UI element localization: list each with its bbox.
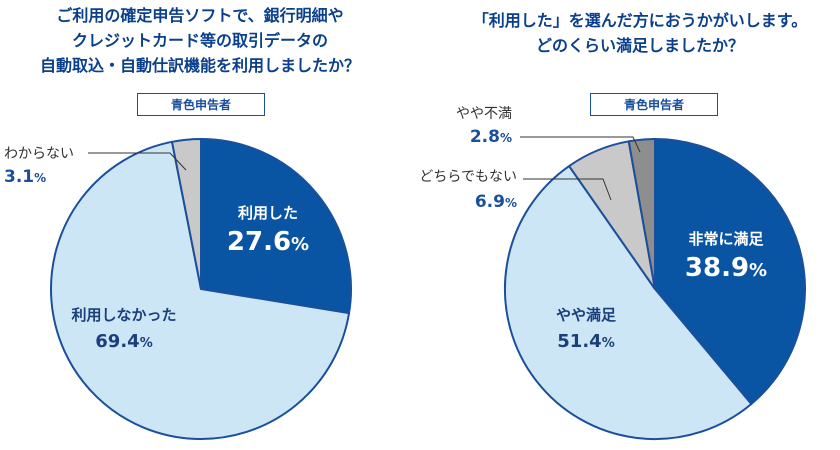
left-slice-3	[171, 138, 202, 290]
right-slice-value-1: 38.9%	[685, 253, 767, 283]
right-slice-1	[654, 138, 806, 405]
left-slice-1	[200, 138, 352, 315]
left-category-tag: 青色申告者	[137, 93, 265, 116]
right-slice-value-4: 2.8%	[470, 127, 512, 147]
right-slice-value-2: 51.4%	[557, 331, 614, 352]
left-chart-title: ご利用の確定申告ソフトで、銀行明細や クレジットカード等の取引データの 自動取込…	[0, 3, 400, 78]
right-slice-2	[503, 165, 753, 441]
right-chart-title: 「利用した」を選んだ方におうかがいします。 どのくらい満足しましたか？	[440, 8, 840, 58]
left-pie-chart: 利用した 27.6% 利用しなかった 69.4% わからない 3.1%	[4, 138, 352, 441]
right-slice-label-3: どちらでもない	[419, 169, 517, 185]
right-title-line-1: 「利用した」を選んだ方におうかがいします。	[472, 11, 808, 30]
right-leader-line-4	[520, 136, 641, 153]
right-leader-line-3	[523, 178, 612, 201]
right-slice-label-4: やや不満	[456, 106, 512, 122]
left-slice-value-3: 3.1%	[4, 167, 46, 187]
left-slice-label-2: 利用しなかった	[71, 306, 176, 324]
right-category-tag: 青色申告者	[590, 93, 718, 116]
left-title-line-3: 自動取込・自動仕訳機能を利用しましたか？	[39, 56, 360, 75]
right-slice-value-3: 6.9%	[475, 192, 517, 212]
right-title-line-2: どのくらい満足しましたか？	[535, 36, 744, 55]
left-slice-label-1: 利用した	[238, 204, 298, 222]
right-slice-4	[627, 138, 656, 290]
right-slice-label-2: やや満足	[556, 306, 617, 324]
left-slice-value-1: 27.6%	[227, 227, 309, 257]
left-title-line-1: ご利用の確定申告ソフトで、銀行明細や	[56, 6, 344, 25]
right-pie-chart: 非常に満足 38.9% やや満足 51.4% どちらでもない 6.9% やや不満 2.8%	[419, 106, 806, 441]
left-slice-label-3: わからない	[4, 146, 74, 162]
left-title-line-2: クレジットカード等の取引データの	[71, 31, 328, 50]
right-slice-label-1: 非常に満足	[688, 230, 764, 248]
left-slice-value-2: 69.4%	[95, 331, 152, 352]
left-slice-2	[50, 140, 351, 441]
left-leader-line-3	[88, 152, 187, 171]
